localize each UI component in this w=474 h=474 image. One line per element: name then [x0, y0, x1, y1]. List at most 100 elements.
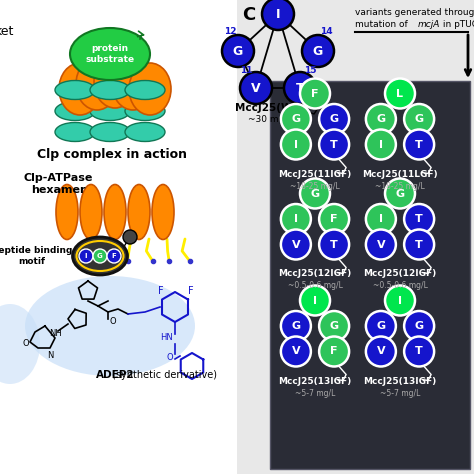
Circle shape	[385, 285, 415, 316]
Circle shape	[300, 285, 330, 316]
Text: I: I	[85, 253, 87, 259]
Text: G: G	[329, 321, 339, 331]
Circle shape	[222, 35, 254, 67]
Circle shape	[404, 229, 434, 259]
Circle shape	[281, 229, 311, 259]
Text: T: T	[296, 82, 304, 94]
Circle shape	[366, 229, 396, 259]
Ellipse shape	[90, 81, 130, 100]
Circle shape	[366, 337, 396, 366]
Text: G: G	[329, 114, 339, 124]
Text: O: O	[23, 339, 29, 348]
Circle shape	[404, 311, 434, 341]
Ellipse shape	[25, 276, 195, 376]
Text: ~5-7 mg/L: ~5-7 mg/L	[380, 389, 420, 398]
Text: G: G	[97, 253, 103, 259]
Text: O: O	[110, 317, 117, 326]
Circle shape	[300, 79, 330, 109]
Text: G: G	[310, 189, 319, 199]
Text: G: G	[313, 45, 323, 57]
Circle shape	[262, 0, 294, 30]
Text: F: F	[330, 214, 338, 224]
Text: G: G	[415, 114, 424, 124]
Text: F: F	[311, 89, 319, 99]
Circle shape	[93, 249, 107, 263]
Circle shape	[404, 204, 434, 234]
Circle shape	[123, 230, 137, 244]
Text: G: G	[376, 321, 385, 331]
Ellipse shape	[70, 28, 150, 80]
Circle shape	[319, 229, 349, 259]
Circle shape	[79, 249, 93, 263]
Circle shape	[404, 337, 434, 366]
Circle shape	[319, 311, 349, 341]
Text: ~0.5-0.6 mg/L: ~0.5-0.6 mg/L	[373, 282, 428, 291]
Text: ket: ket	[0, 25, 14, 37]
Text: G: G	[292, 321, 301, 331]
Text: mcjA: mcjA	[418, 19, 440, 28]
Circle shape	[319, 104, 349, 134]
Ellipse shape	[94, 56, 136, 108]
Text: 14: 14	[319, 27, 332, 36]
Text: T: T	[415, 346, 423, 356]
Text: MccJ25(11LGF): MccJ25(11LGF)	[362, 170, 438, 179]
Text: 15: 15	[304, 65, 316, 74]
Circle shape	[281, 204, 311, 234]
Text: I: I	[276, 8, 280, 20]
Circle shape	[366, 104, 396, 134]
Text: HN: HN	[160, 332, 173, 341]
Circle shape	[281, 311, 311, 341]
Text: I: I	[379, 214, 383, 224]
Text: MccJ25(12IGF): MccJ25(12IGF)	[278, 270, 352, 279]
Text: G: G	[376, 114, 385, 124]
Text: ~0.5-0.6 mg/L: ~0.5-0.6 mg/L	[288, 282, 342, 291]
Circle shape	[319, 204, 349, 234]
Ellipse shape	[59, 63, 101, 115]
Ellipse shape	[90, 101, 130, 120]
Text: protein
substrate: protein substrate	[85, 44, 135, 64]
Ellipse shape	[0, 304, 40, 384]
Text: V: V	[292, 346, 300, 356]
Text: N: N	[47, 350, 53, 359]
Ellipse shape	[128, 184, 150, 239]
Text: V: V	[292, 239, 300, 249]
Circle shape	[284, 72, 316, 104]
Ellipse shape	[55, 122, 95, 142]
FancyBboxPatch shape	[270, 81, 470, 469]
Ellipse shape	[125, 81, 165, 100]
Circle shape	[404, 129, 434, 159]
Ellipse shape	[125, 101, 165, 120]
Text: I: I	[294, 214, 298, 224]
Circle shape	[404, 104, 434, 134]
FancyBboxPatch shape	[0, 0, 237, 474]
Text: T: T	[415, 139, 423, 149]
Text: V: V	[376, 239, 385, 249]
Text: G: G	[233, 45, 243, 57]
Text: V: V	[376, 346, 385, 356]
Circle shape	[302, 35, 334, 67]
Text: T: T	[330, 239, 338, 249]
Text: F: F	[111, 253, 117, 259]
Circle shape	[385, 179, 415, 209]
Circle shape	[107, 249, 121, 263]
Text: C: C	[242, 6, 255, 24]
Text: L: L	[396, 89, 403, 99]
Text: peptide binding
motif: peptide binding motif	[0, 246, 72, 266]
Text: ADEP2: ADEP2	[96, 370, 134, 380]
Text: G: G	[395, 189, 405, 199]
Circle shape	[319, 129, 349, 159]
Circle shape	[385, 79, 415, 109]
Text: in pTUC202: in pTUC202	[440, 19, 474, 28]
Text: (synthetic derivative): (synthetic derivative)	[112, 370, 218, 380]
Circle shape	[281, 337, 311, 366]
Circle shape	[366, 204, 396, 234]
Ellipse shape	[76, 58, 118, 110]
Text: 12: 12	[224, 27, 236, 36]
Ellipse shape	[55, 81, 95, 100]
Circle shape	[319, 337, 349, 366]
Text: F: F	[330, 346, 338, 356]
Ellipse shape	[73, 237, 128, 275]
Ellipse shape	[129, 63, 171, 115]
Text: 11: 11	[240, 65, 252, 74]
Ellipse shape	[125, 122, 165, 142]
